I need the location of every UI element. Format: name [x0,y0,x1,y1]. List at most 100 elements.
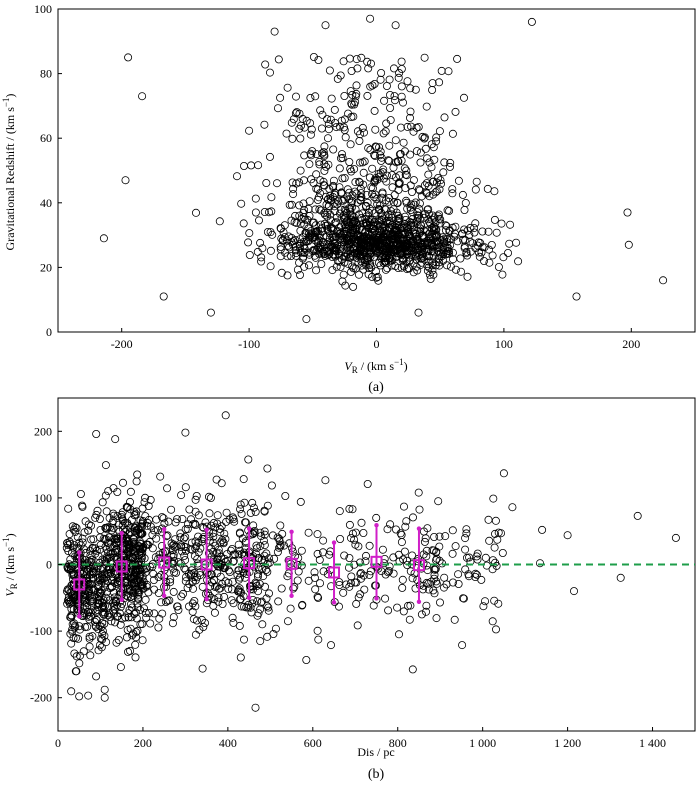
scatter-point [132,628,141,637]
scatter-point [319,148,328,157]
scatter-point [113,487,122,496]
scatter-point [253,611,262,620]
scatter-point [416,148,425,157]
scatter-point [408,208,417,217]
scatter-point [98,575,107,584]
scatter-point [424,170,433,179]
scatter-point [357,53,366,62]
scatter-point [468,239,477,248]
scatter-point [136,516,145,525]
scatter-point [356,569,365,578]
y-tick-label: 200 [34,424,52,438]
scatter-point [322,200,331,209]
x-tick-label: 200 [622,337,640,351]
scatter-point [422,102,431,111]
scatter-point [379,129,388,138]
scatter-point [283,83,292,92]
scatter-point [154,573,163,582]
scatter-point [212,475,221,484]
scatter-point [127,562,136,571]
scatter-point [162,532,171,541]
scatter-point [498,549,507,558]
scatter-point [454,580,463,589]
scatter-point [373,220,382,229]
scatter-point [308,147,317,156]
scatter-point [413,246,422,255]
scatter-point [234,540,243,549]
scatter-point [494,262,503,271]
scatter-point [395,178,404,187]
scatter-point [170,568,179,577]
scatter-point [144,609,153,618]
scatter-point [407,200,416,209]
scatter-point [371,190,380,199]
scatter-point [123,592,132,601]
scatter-point [66,629,75,638]
scatter-point [207,570,216,579]
scatter-point [123,503,132,512]
scatter-point [118,614,127,623]
scatter-point [368,237,377,246]
scatter-point [107,617,116,626]
scatter-point [335,164,344,173]
scatter-point [470,228,479,237]
scatter-point [111,618,120,627]
scatter-point [416,158,425,167]
scatter-point [314,635,323,644]
scatter-point [361,202,370,211]
scatter-point [295,211,304,220]
x-tick-label: -200 [111,337,133,351]
scatter-point [192,491,201,500]
scatter-point [376,239,385,248]
x-tick-label: -100 [238,337,260,351]
scatter-point [242,603,251,612]
scatter-point [435,127,444,136]
scatter-point [84,607,93,616]
scatter-point [434,212,443,221]
scatter-point [402,166,411,175]
scatter-point [422,189,431,198]
scatter-point [425,192,434,201]
scatter-point [110,593,119,602]
scatter-point [315,160,324,169]
scatter-point [376,261,385,270]
scatter-point [368,81,377,90]
panel-a-label: (a) [368,380,384,395]
scatter-point [194,532,203,541]
scatter-point [65,530,74,539]
scatter-point [124,609,133,618]
scatter-point [430,571,439,580]
scatter-point [346,140,355,149]
scatter-point [106,568,115,577]
scatter-point [384,156,393,165]
scatter-point [306,149,315,158]
scatter-point [251,507,260,516]
scatter-point [319,181,328,190]
scatter-point [119,478,128,487]
scatter-point [141,512,150,521]
scatter-point [306,227,315,236]
scatter-point [489,494,498,503]
scatter-point [111,435,120,444]
scatter-point [463,272,472,281]
scatter-point [318,110,327,119]
scatter-point [388,221,397,230]
scatter-point [359,168,368,177]
scatter-point [331,246,340,255]
scatter-point [155,614,164,623]
scatter-point [113,601,122,610]
scatter-point [281,248,290,257]
scatter-point [325,550,334,559]
scatter-point [416,261,425,270]
scatter-point [409,127,418,136]
scatter-point [448,189,457,198]
scatter-point [177,491,186,500]
scatter-point [356,590,365,599]
scatter-point [68,598,77,607]
scatter-point [393,199,402,208]
scatter-point [420,209,429,218]
scatter-point [116,620,125,629]
scatter-point [215,524,224,533]
scatter-point [633,511,642,520]
scatter-point [124,647,133,656]
